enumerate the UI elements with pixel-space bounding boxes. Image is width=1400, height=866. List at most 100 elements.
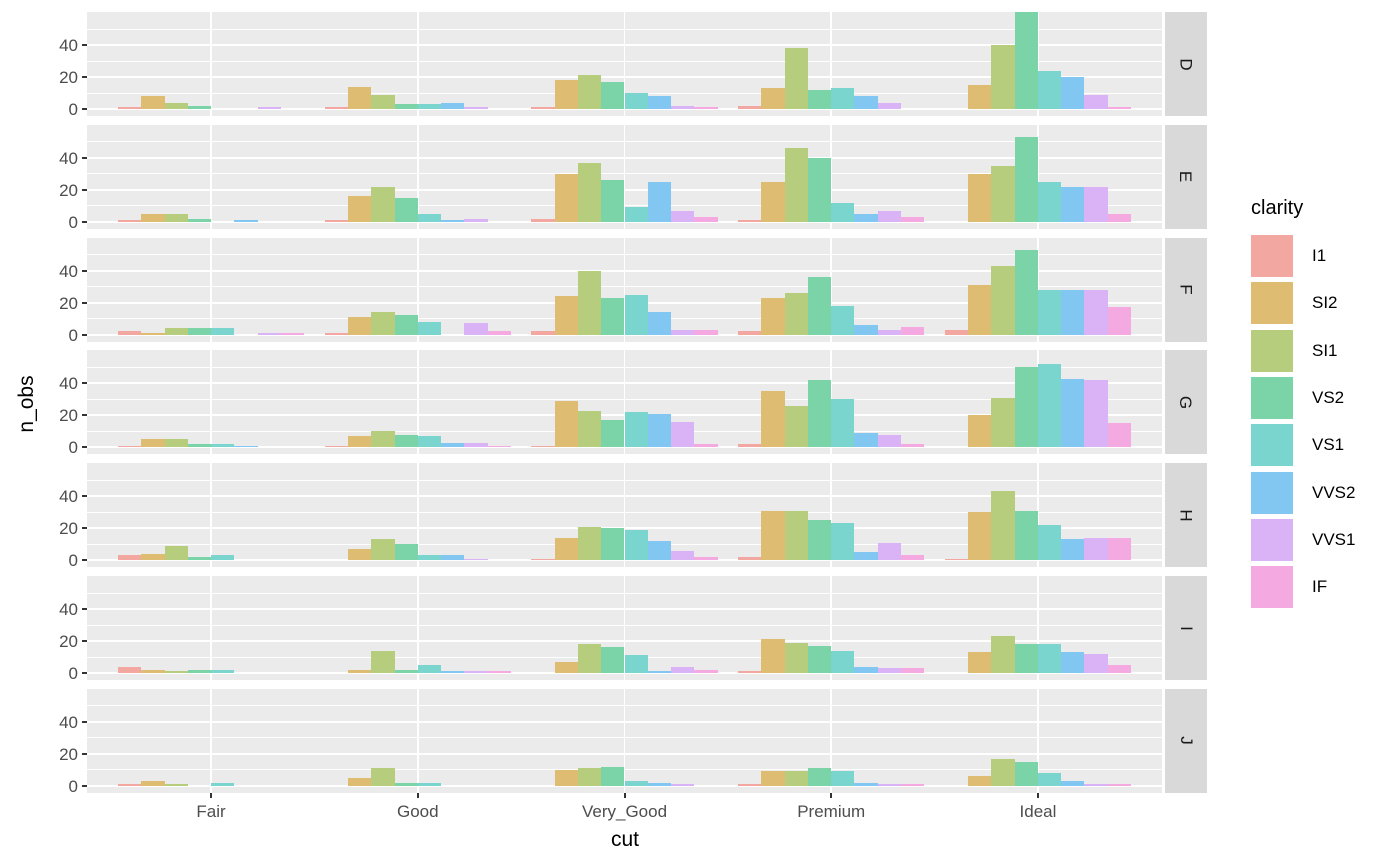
y-tick-mark <box>82 527 87 530</box>
bar-F-Premium-IF <box>901 326 925 335</box>
bar-F-Very_Good-VS2 <box>601 297 625 335</box>
y-tick-mark <box>82 76 87 78</box>
bar-G-Premium-VVS1 <box>877 434 901 448</box>
bar-J-Ideal-SI1 <box>991 758 1015 786</box>
y-tick-mark <box>82 784 87 787</box>
bar-E-Fair-VS2 <box>187 218 212 222</box>
bar-I-Premium-VS1 <box>831 650 855 673</box>
bar-H-Ideal-VVS1 <box>1084 537 1108 561</box>
y-tick-mark <box>82 108 87 110</box>
y-tick-label: 0 <box>68 100 78 119</box>
bar-H-Very_Good-IF <box>694 557 718 561</box>
major-gridline-x <box>1037 237 1039 342</box>
bar-E-Premium-VS2 <box>807 157 832 222</box>
bar-F-Premium-SI2 <box>761 297 785 335</box>
legend-label-I1: I1 <box>1312 246 1327 265</box>
major-gridline-x <box>623 124 626 229</box>
bar-H-Premium-I1 <box>738 557 762 561</box>
legend-key-IF: IF <box>1251 566 1391 609</box>
bar-D-Fair-SI2 <box>141 96 165 109</box>
bar-I-Ideal-IF <box>1107 665 1131 673</box>
bar-D-Premium-VS2 <box>807 89 832 109</box>
bar-I-Very_Good-IF <box>694 669 718 673</box>
bar-I-Premium-VVS2 <box>854 666 878 673</box>
bar-G-Ideal-VVS1 <box>1084 380 1108 448</box>
legend-key-VS1: VS1 <box>1251 424 1391 467</box>
bar-G-Very_Good-VVS1 <box>671 421 695 448</box>
bar-H-Very_Good-VVS1 <box>671 550 695 561</box>
bar-F-Ideal-SI1 <box>991 265 1015 335</box>
bar-J-Ideal-VS2 <box>1014 761 1038 786</box>
bar-E-Good-I1 <box>324 220 348 222</box>
bar-D-Good-SI1 <box>371 94 395 109</box>
bar-J-Fair-SI2 <box>141 781 165 786</box>
bar-D-Ideal-SI2 <box>968 85 992 109</box>
bar-H-Premium-VS1 <box>831 523 855 561</box>
major-gridline-x <box>210 576 212 680</box>
bar-G-Premium-SI2 <box>761 391 785 448</box>
bar-G-Very_Good-SI1 <box>577 410 602 448</box>
bar-F-Very_Good-VVS1 <box>671 329 695 335</box>
bar-E-Very_Good-VVS1 <box>671 210 695 222</box>
bar-H-Ideal-VS2 <box>1014 510 1038 561</box>
facet-strip-F: F <box>1165 237 1207 342</box>
legend-swatch-I1 <box>1251 235 1293 277</box>
bar-D-Good-SI2 <box>348 86 372 109</box>
facet-strip-label: H <box>1176 509 1196 522</box>
bar-D-Fair-VVS1 <box>257 107 281 109</box>
bar-I-Good-SI1 <box>371 650 395 673</box>
bar-F-Ideal-SI2 <box>968 285 992 335</box>
legend-swatch-IF <box>1251 566 1293 609</box>
bar-F-Premium-VVS1 <box>877 329 901 335</box>
bar-G-Premium-IF <box>901 444 925 448</box>
y-tick-mark <box>82 720 87 723</box>
bar-H-Fair-VS1 <box>211 555 235 561</box>
bar-F-Good-VS2 <box>394 315 418 335</box>
major-gridline-x <box>210 237 212 342</box>
bar-H-Fair-SI2 <box>141 553 165 561</box>
legend-swatch-SI2 <box>1251 282 1293 325</box>
bar-I-Good-VVS1 <box>464 671 488 673</box>
bar-D-Fair-VS2 <box>187 105 212 109</box>
bar-G-Good-VS1 <box>417 436 442 448</box>
facet-strip-G: G <box>1165 350 1207 455</box>
bar-J-Ideal-VVS2 <box>1061 781 1085 786</box>
bar-G-Fair-VVS2 <box>234 445 258 448</box>
bar-H-Good-VS1 <box>417 555 442 561</box>
legend-label-IF: IF <box>1312 577 1328 597</box>
bar-I-Ideal-SI2 <box>968 652 992 673</box>
bar-E-Very_Good-SI1 <box>577 162 602 222</box>
bar-J-Ideal-VS1 <box>1037 773 1062 786</box>
major-gridline-x <box>1037 463 1039 568</box>
bar-D-Very_Good-VVS2 <box>647 96 671 109</box>
bar-D-Good-VVS2 <box>441 102 465 109</box>
bar-E-Good-VVS2 <box>441 220 465 222</box>
bar-F-Very_Good-I1 <box>531 331 555 335</box>
bar-D-Good-VVS1 <box>464 107 488 109</box>
bar-E-Very_Good-VS2 <box>601 180 625 222</box>
bar-D-Fair-SI1 <box>164 102 188 109</box>
y-tick-mark <box>82 156 87 159</box>
bar-J-Premium-I1 <box>738 784 762 786</box>
bar-H-Ideal-VS1 <box>1037 525 1062 561</box>
y-tick-label: 40 <box>59 261 78 281</box>
major-gridline-x <box>210 12 212 116</box>
bar-G-Good-SI1 <box>371 431 395 448</box>
bar-J-Ideal-IF <box>1107 784 1131 786</box>
bar-H-Ideal-SI2 <box>968 512 992 561</box>
major-gridline-x <box>623 12 626 116</box>
bar-E-Fair-I1 <box>118 220 142 222</box>
bar-I-Good-SI2 <box>348 669 372 673</box>
facet-panel-D <box>87 12 1162 116</box>
facet-panel-F <box>87 237 1162 342</box>
bar-D-Ideal-VS1 <box>1037 70 1062 109</box>
bar-G-Premium-VS1 <box>831 399 855 448</box>
legend-key-I1: I1 <box>1251 235 1391 277</box>
bar-D-Very_Good-I1 <box>531 107 555 109</box>
bar-H-Very_Good-SI1 <box>577 526 602 561</box>
major-gridline-x <box>623 350 626 455</box>
bar-F-Good-SI1 <box>371 312 395 335</box>
x-tick-mark <box>1036 792 1039 798</box>
bar-H-Ideal-IF <box>1107 537 1131 561</box>
bar-E-Premium-IF <box>901 217 925 222</box>
